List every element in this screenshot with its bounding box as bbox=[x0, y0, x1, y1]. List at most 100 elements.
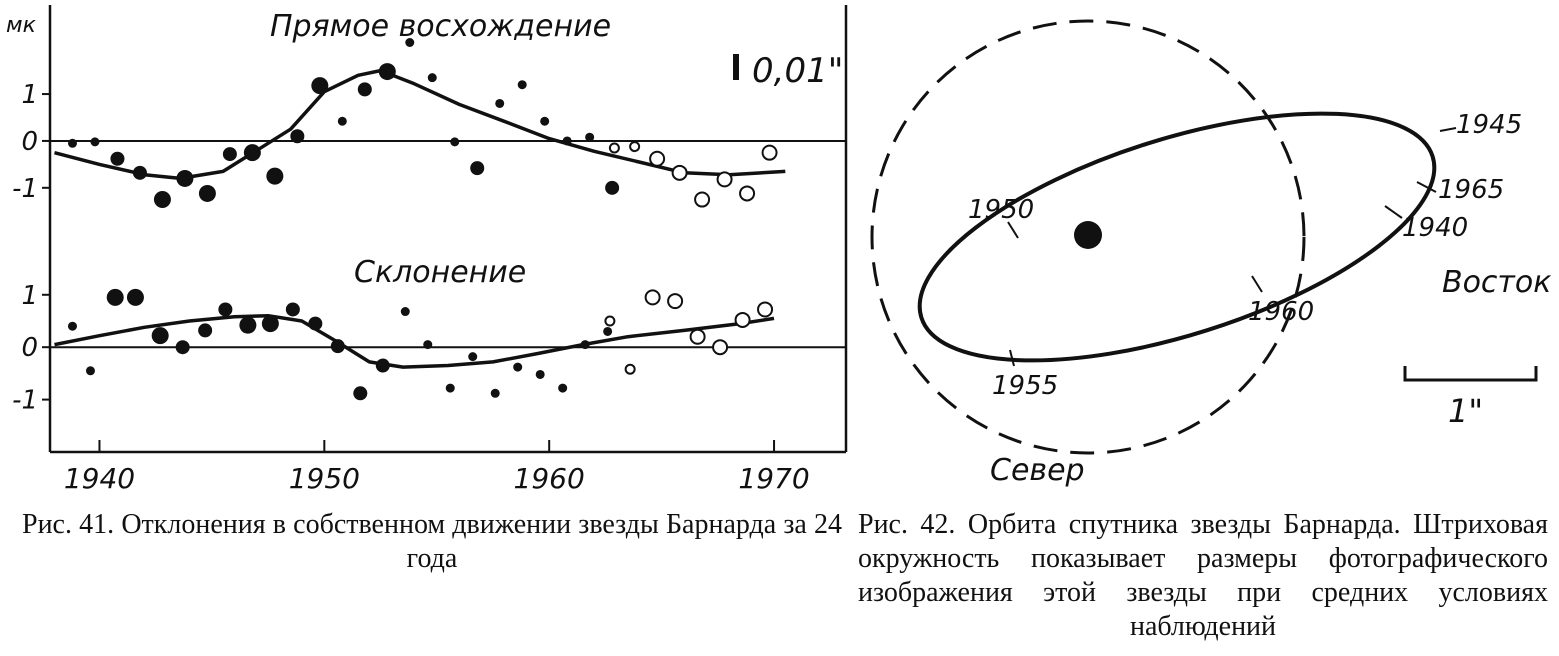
data-point bbox=[739, 185, 756, 202]
data-point bbox=[427, 73, 437, 83]
data-point bbox=[311, 77, 329, 95]
data-point bbox=[239, 316, 257, 334]
data-point bbox=[106, 288, 124, 306]
figure-41-caption: Рис. 41. Отклонения в собственном движен… bbox=[22, 509, 842, 574]
data-point bbox=[517, 80, 527, 90]
data-point bbox=[110, 151, 125, 166]
data-point bbox=[126, 288, 144, 306]
data-point bbox=[285, 302, 300, 317]
data-point bbox=[151, 327, 169, 345]
data-point bbox=[266, 167, 284, 185]
data-point bbox=[667, 293, 684, 310]
data-point bbox=[624, 363, 636, 375]
data-point bbox=[712, 339, 729, 356]
data-point bbox=[629, 141, 641, 153]
trend-curve bbox=[54, 68, 786, 181]
x-tick-label: 1940 bbox=[64, 462, 135, 495]
data-point bbox=[608, 142, 620, 154]
unit-label: мк bbox=[6, 13, 37, 38]
data-point bbox=[649, 150, 666, 167]
data-point bbox=[90, 137, 100, 147]
orbit-year-1945: 1945 bbox=[1456, 110, 1522, 140]
data-point bbox=[423, 340, 433, 350]
data-point bbox=[468, 352, 478, 362]
year-tick-1945 bbox=[1439, 127, 1457, 132]
data-point bbox=[222, 147, 237, 162]
orbit-year-1955: 1955 bbox=[992, 371, 1058, 401]
panel-dec: 1 0 -1 bbox=[12, 281, 846, 416]
year-tick-1950 bbox=[1007, 221, 1019, 239]
figure-42: 1945 1965 1940 1950 1960 1955 Восток Сев… bbox=[870, 19, 1551, 488]
data-point bbox=[694, 191, 711, 208]
data-point bbox=[261, 315, 279, 333]
data-point bbox=[218, 302, 233, 317]
data-point bbox=[558, 383, 568, 393]
data-point bbox=[132, 165, 147, 180]
data-point bbox=[562, 136, 572, 146]
year-tick-1965 bbox=[1416, 181, 1437, 193]
data-point bbox=[604, 315, 616, 327]
data-point bbox=[176, 169, 194, 187]
y-tick-label: 0 bbox=[21, 333, 38, 363]
data-point bbox=[400, 307, 410, 317]
figure-42-caption: Рис. 42. Орбита спутника звезды Барнарда… bbox=[858, 509, 1548, 642]
orbit-year-1950: 1950 bbox=[968, 195, 1034, 225]
data-point bbox=[330, 339, 345, 354]
scale-bar bbox=[733, 54, 739, 80]
data-point bbox=[67, 321, 77, 331]
data-point bbox=[375, 358, 390, 373]
east-label: Восток bbox=[1442, 265, 1551, 300]
orbit-year-1940: 1940 bbox=[1402, 213, 1468, 243]
data-point bbox=[198, 323, 213, 338]
y-tick-label: 0 bbox=[21, 127, 38, 157]
data-point bbox=[605, 180, 620, 195]
y-tick-label: -1 bbox=[12, 174, 38, 204]
seeing-disk-circle bbox=[870, 19, 1306, 455]
year-tick-1955 bbox=[1009, 349, 1015, 367]
orbit-year-1960: 1960 bbox=[1248, 297, 1314, 327]
y-tick-label: 1 bbox=[21, 80, 38, 110]
x-tick-label: 1950 bbox=[289, 462, 360, 495]
data-point bbox=[290, 129, 305, 144]
x-tick-label: 1960 bbox=[514, 462, 585, 495]
figure-41: мк 0,01" Прямое восхождение Склонение 1 0… bbox=[6, 5, 848, 495]
x-axis: 1940 1950 1960 1970 bbox=[64, 440, 810, 495]
orbit-ellipse bbox=[917, 111, 1437, 363]
data-point bbox=[175, 340, 190, 355]
data-point bbox=[353, 386, 368, 401]
data-point bbox=[337, 116, 347, 126]
scale-bar-label: 0,01" bbox=[752, 51, 843, 91]
panel-title-dec: Склонение bbox=[354, 255, 526, 290]
data-point bbox=[378, 63, 396, 81]
data-point bbox=[757, 301, 774, 318]
data-point bbox=[308, 316, 323, 331]
panel-ra: 1 0 -1 bbox=[12, 38, 846, 209]
angular-scale-label: 1" bbox=[1448, 392, 1483, 430]
data-point bbox=[490, 388, 500, 398]
data-point bbox=[644, 289, 661, 306]
north-label: Север bbox=[990, 453, 1085, 488]
data-point bbox=[585, 132, 595, 142]
data-point bbox=[153, 191, 171, 209]
y-tick-label: -1 bbox=[12, 386, 38, 416]
data-point bbox=[243, 144, 261, 162]
x-tick-label: 1970 bbox=[738, 462, 809, 495]
barnard-star bbox=[1074, 221, 1102, 249]
data-point bbox=[580, 340, 590, 350]
y-tick-label: 1 bbox=[21, 281, 38, 311]
data-point bbox=[445, 383, 455, 393]
data-point bbox=[540, 116, 550, 126]
data-point bbox=[761, 144, 778, 161]
angular-scale-bar bbox=[1403, 366, 1538, 382]
panel-title-ra: Прямое восхождение bbox=[270, 9, 611, 44]
data-point bbox=[513, 362, 523, 372]
data-point bbox=[198, 184, 216, 202]
data-point bbox=[535, 369, 545, 379]
year-tick-1940 bbox=[1384, 205, 1403, 219]
data-point bbox=[67, 138, 77, 148]
data-point bbox=[716, 171, 733, 188]
data-point bbox=[357, 82, 372, 97]
data-point bbox=[495, 98, 505, 108]
data-point bbox=[689, 328, 706, 345]
